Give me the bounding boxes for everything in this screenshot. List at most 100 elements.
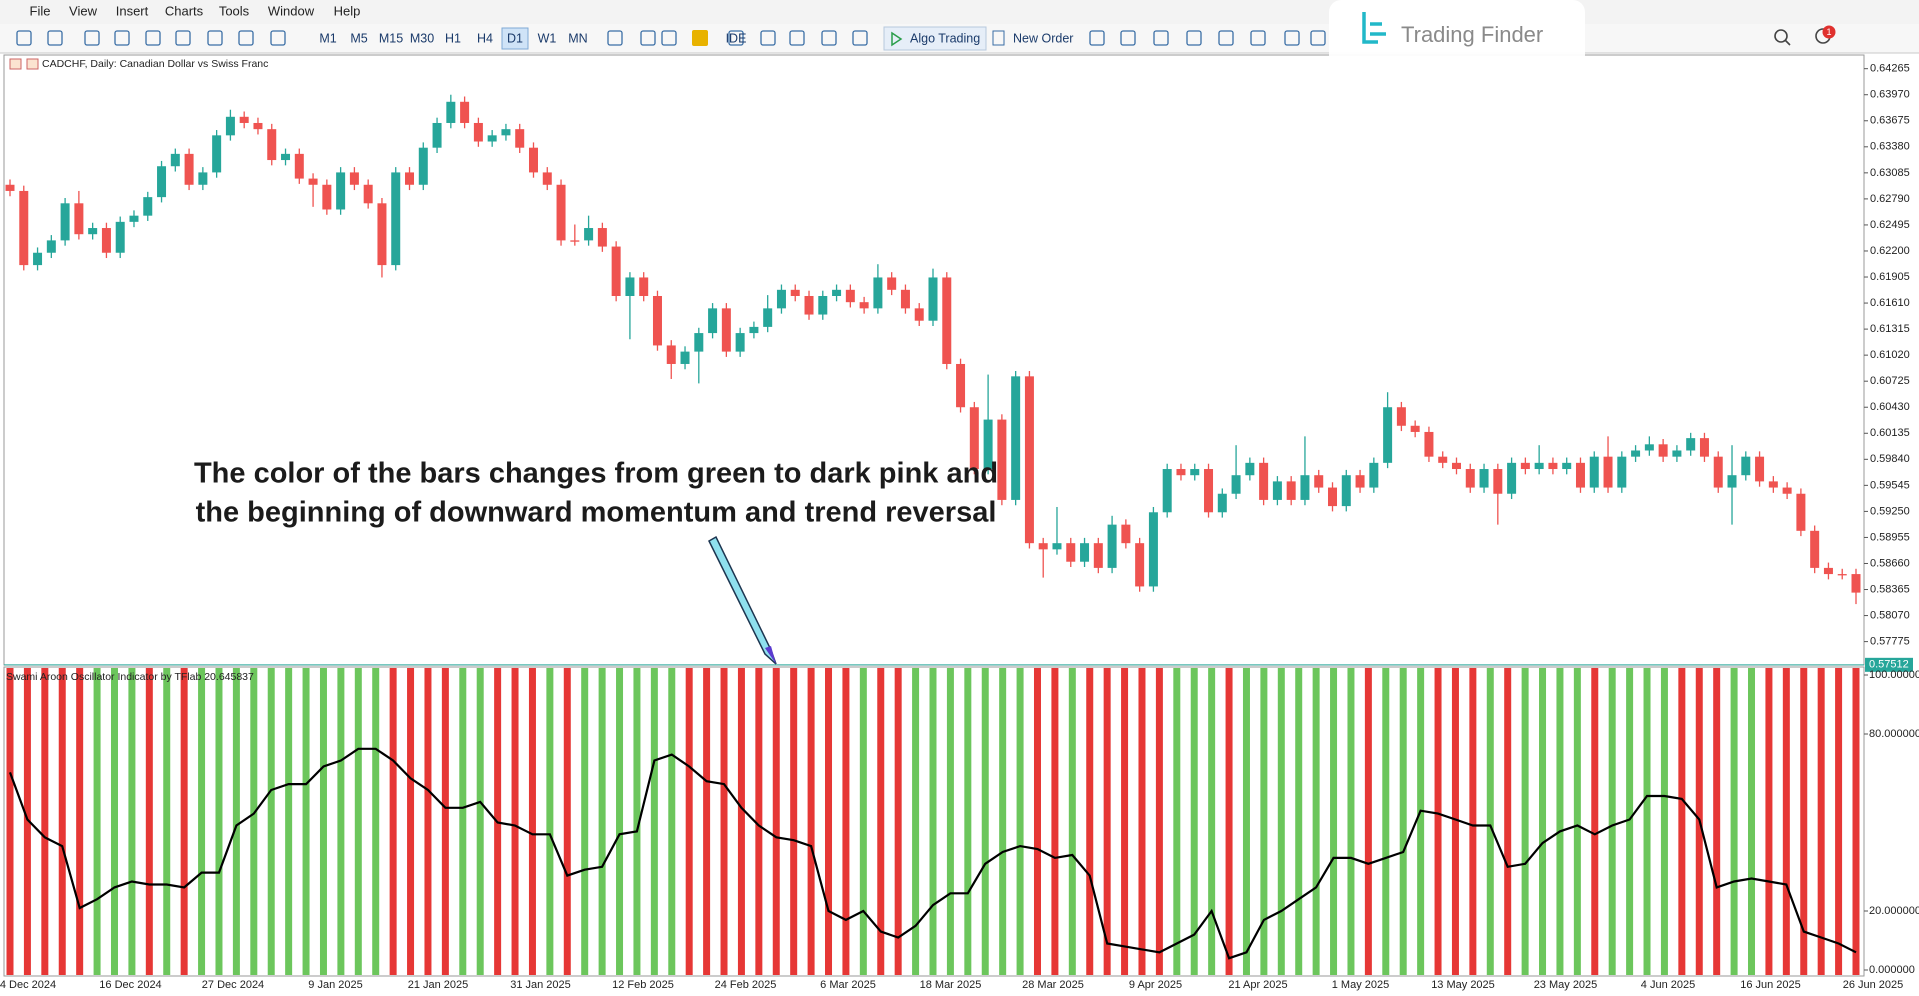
candle-body: [666, 345, 676, 364]
candle-body: [749, 326, 759, 334]
aroon-bar: [441, 668, 449, 975]
timeframe-button[interactable]: M30: [410, 31, 434, 45]
toolbar-icon[interactable]: [852, 30, 868, 46]
toolbar-icon[interactable]: [1310, 30, 1326, 46]
aroon-bar: [1208, 668, 1216, 975]
toolbar-icon[interactable]: [114, 30, 130, 46]
toolbar-icon[interactable]: [1153, 30, 1169, 46]
aroon-bar: [825, 668, 833, 975]
candle-body: [1658, 444, 1668, 457]
toolbar-icon[interactable]: [1284, 30, 1300, 46]
new-order-button[interactable]: New Order: [1013, 31, 1073, 45]
candle-body: [1176, 469, 1186, 476]
candle-body: [377, 203, 387, 266]
aroon-bar: [1364, 668, 1372, 975]
aroon-bar: [1730, 668, 1738, 975]
y-tick-label: 0.60135: [1870, 427, 1910, 439]
aroon-bar: [1295, 668, 1303, 975]
timeframe-active: [501, 27, 529, 50]
toolbar-icon[interactable]: [692, 30, 708, 46]
candle-body: [1272, 481, 1282, 500]
timeframe-button[interactable]: H1: [445, 31, 461, 45]
timeframe-button[interactable]: H4: [477, 31, 493, 45]
algo-trading-button[interactable]: Algo Trading: [910, 31, 980, 45]
candle-body: [1231, 475, 1241, 494]
candle-body: [611, 246, 621, 296]
aroon-bar: [424, 668, 432, 975]
toolbar-icon[interactable]: [238, 30, 254, 46]
timeframe-button[interactable]: D1: [507, 31, 523, 45]
ide-button[interactable]: IDE: [726, 31, 747, 45]
toolbar-icon[interactable]: [1120, 30, 1136, 46]
candle-body: [928, 277, 938, 321]
toolbar-icon[interactable]: [1250, 30, 1266, 46]
y-tick-label: 0.61905: [1870, 271, 1910, 283]
candle-body: [198, 172, 208, 185]
menu-item[interactable]: Help: [334, 3, 361, 18]
candle-body: [1369, 462, 1379, 488]
menu-item[interactable]: View: [69, 3, 98, 18]
toolbar-icon[interactable]: [821, 30, 837, 46]
toolbar-icon[interactable]: [207, 30, 223, 46]
menu-item[interactable]: File: [30, 3, 51, 18]
menu-item[interactable]: Insert: [116, 3, 149, 18]
aroon-bar: [76, 668, 84, 975]
y-tick-label: 0.58365: [1870, 583, 1910, 595]
toolbar-icon[interactable]: [1218, 30, 1234, 46]
candle-body: [501, 129, 511, 136]
timeframe-button[interactable]: W1: [538, 31, 557, 45]
x-tick-label: 24 Feb 2025: [715, 979, 777, 991]
timeframe-button[interactable]: M1: [319, 31, 336, 45]
toolbar-icon[interactable]: [1089, 30, 1105, 46]
y-tick-label: 0.63970: [1870, 89, 1910, 101]
timeframe-button[interactable]: M5: [350, 31, 367, 45]
candle-body: [1438, 456, 1448, 463]
annotation-line: The color of the bars changes from green…: [194, 458, 998, 490]
toolbar-icon[interactable]: [47, 30, 63, 46]
aroon-bar: [1817, 668, 1825, 975]
toolbar-icon[interactable]: [175, 30, 191, 46]
toolbar-icon[interactable]: [760, 30, 776, 46]
candle-body: [832, 289, 842, 296]
toolbar-icon[interactable]: [1186, 30, 1202, 46]
candle-body: [1644, 444, 1654, 451]
aroon-bar: [1765, 668, 1773, 975]
y-tick-label: 0.58660: [1870, 557, 1910, 569]
toolbar-icon[interactable]: [84, 30, 100, 46]
toolbar-icon[interactable]: [728, 30, 744, 46]
aroon-bar: [1225, 668, 1233, 975]
aroon-bar: [1138, 668, 1146, 975]
timeframe-button[interactable]: MN: [568, 31, 587, 45]
aroon-bar: [807, 668, 815, 975]
toolbar-icon[interactable]: [270, 30, 286, 46]
candle-body: [790, 289, 800, 296]
aroon-bar: [1852, 668, 1860, 975]
timeframe-button[interactable]: M15: [379, 31, 403, 45]
y-tick-label: 0.000000: [1869, 964, 1915, 976]
toolbar-icon[interactable]: [607, 30, 623, 46]
aroon-bar: [1016, 668, 1024, 975]
toolbar-icon[interactable]: [145, 30, 161, 46]
search-icon[interactable]: [1774, 29, 1788, 43]
candle-body: [1741, 456, 1751, 476]
x-tick-label: 31 Jan 2025: [510, 979, 571, 991]
toolbar-icon[interactable]: [661, 30, 677, 46]
menu-item[interactable]: Window: [268, 3, 315, 18]
aroon-bar: [1835, 668, 1843, 975]
toolbar-icon[interactable]: [789, 30, 805, 46]
menu-item[interactable]: Charts: [165, 3, 204, 18]
candle-body: [887, 277, 897, 290]
algo-trading-bg: [883, 26, 987, 51]
y-tick-label: 0.59840: [1870, 453, 1910, 465]
candle-body: [1727, 475, 1737, 488]
candle-body: [1713, 456, 1723, 488]
toolbar-icon[interactable]: [640, 30, 656, 46]
toolbar-icon[interactable]: [16, 30, 32, 46]
aroon-bar: [790, 668, 798, 975]
candle-body: [473, 122, 483, 142]
candle-body: [1396, 407, 1406, 426]
y-tick-label: 0.62790: [1870, 193, 1910, 205]
menu-item[interactable]: Tools: [219, 3, 250, 18]
candle-body: [460, 101, 470, 123]
aroon-bar: [93, 668, 101, 975]
